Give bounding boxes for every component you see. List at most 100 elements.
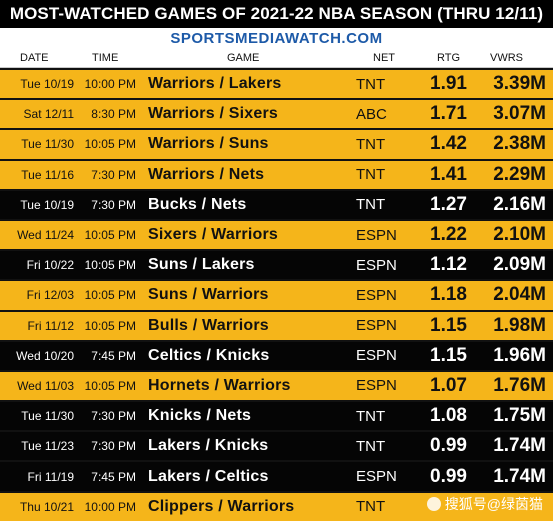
cell-net: ESPN [356,347,397,365]
cell-rtg: 1.27 [430,193,467,215]
page-title: MOST-WATCHED GAMES OF 2021-22 NBA SEASON… [0,0,553,28]
table-row: Wed 10/20 7:45 PM Celtics / Knicks ESPN 1.15… [0,339,553,370]
paw-icon [426,497,441,511]
table-row: Fri 11/19 7:45 PM Lakers / Celtics ESPN 0.99… [0,460,553,491]
cell-net: ESPN [356,377,397,395]
cell-net: TNT [356,166,386,184]
cell-time: 10:05 PM [84,258,136,273]
cell-net: ESPN [356,317,397,335]
cell-game: Bucks / Nets [148,195,247,213]
cell-rtg: 1.08 [430,405,467,427]
table-row: Wed 11/24 10:05 PM Sixers / Warriors ESPN 1.… [0,218,553,250]
cell-vwrs: 1.98M [493,314,546,336]
cell-time: 7:30 PM [91,197,136,212]
cell-game: Lakers / Celtics [148,467,269,485]
cell-game: Suns / Lakers [148,256,255,274]
cell-vwrs: 3.39M [493,73,546,95]
table-row: Wed 11/03 10:05 PM Hornets / Warriors ESPN 1… [0,369,553,401]
cell-net: ESPN [356,226,397,244]
cell-game: Lakers / Knicks [148,437,269,455]
cell-date: Wed 11/03 [17,378,74,393]
cell-net: TNT [356,437,386,455]
cell-rtg: 1.12 [430,254,467,276]
cell-vwrs: 1.74M [493,465,546,487]
cell-time: 7:30 PM [91,167,136,182]
cell-net: ESPN [356,286,397,304]
cell-vwrs: 1.76M [493,374,546,396]
cell-rtg: 1.15 [430,314,467,336]
cell-date: Tue 10/19 [20,197,74,212]
header-date: DATE [20,52,49,64]
cell-time: 10:05 PM [84,137,136,152]
table-row: Fri 11/12 10:05 PM Bulls / Warriors ESPN 1.1… [0,309,553,340]
table-row: Tue 10/19 10:00 PM Warriors / Lakers TNT 1.9… [0,68,553,99]
cell-time: 7:30 PM [91,439,136,454]
table-body: Tue 10/19 10:00 PM Warriors / Lakers TNT 1.9… [0,68,553,521]
cell-rtg: 1.41 [430,163,467,185]
cell-net: TNT [356,498,386,516]
table-row: Fri 12/03 10:05 PM Suns / Warriors ESPN 1.18… [0,279,553,310]
table-row: Tue 11/30 10:05 PM Warriors / Suns TNT 1.42 2… [0,128,553,159]
cell-vwrs: 2.09M [493,254,546,276]
cell-vwrs: 2.38M [493,133,546,155]
cell-time: 7:45 PM [91,469,136,484]
cell-net: TNT [356,135,386,153]
cell-rtg: 1.42 [430,133,467,155]
header-game: GAME [227,52,260,64]
cell-date: Sat 12/11 [23,107,74,122]
cell-vwrs: 1.74M [493,435,546,457]
source-label: SPORTSMEDIAWATCH.COM [0,28,553,50]
cell-time: 7:45 PM [91,348,136,363]
cell-vwrs: 2.16M [493,193,546,215]
cell-net: ESPN [356,256,397,274]
table-row: Tue 11/16 7:30 PM Warriors / Nets TNT 1.41 2.… [0,158,553,189]
table-row: Tue 10/19 7:30 PM Bucks / Nets TNT 1.27 2.16M [0,188,553,219]
cell-net: ESPN [356,468,397,486]
watermark: 搜狐号@绿茵猫 [426,494,543,514]
cell-date: Tue 11/30 [21,137,74,152]
cell-net: ABC [356,105,387,123]
cell-date: Fri 12/03 [26,288,74,303]
cell-date: Wed 10/20 [16,348,74,363]
cell-rtg: 1.91 [430,73,467,95]
table-row: Fri 10/22 10:05 PM Suns / Lakers ESPN 1.12 2.… [0,249,553,280]
header-vwrs: VWRS [490,52,523,64]
cell-net: TNT [356,196,386,214]
cell-date: Tue 11/16 [21,167,74,182]
cell-rtg: 0.99 [430,465,467,487]
cell-vwrs: 1.75M [493,405,546,427]
cell-time: 10:05 PM [84,378,136,393]
cell-net: TNT [356,75,386,93]
cell-date: Thu 10/21 [19,499,74,514]
cell-game: Hornets / Warriors [148,376,291,394]
table-row: Tue 11/30 7:30 PM Knicks / Nets TNT 1.08 1.75… [0,400,553,431]
cell-rtg: 1.07 [430,374,467,396]
cell-date: Fri 11/12 [27,318,74,333]
cell-time: 10:05 PM [84,228,136,243]
cell-date: Fri 11/19 [27,469,74,484]
watermark-text: 搜狐号@绿茵猫 [444,496,543,512]
cell-time: 10:05 PM [84,318,136,333]
cell-date: Wed 11/24 [17,228,74,243]
header-net: NET [373,52,395,64]
cell-vwrs: 1.96M [493,344,546,366]
cell-vwrs: 2.04M [493,284,546,306]
cell-game: Warriors / Nets [148,165,265,183]
cell-game: Warriors / Sixers [148,105,278,123]
cell-date: Fri 10/22 [26,258,74,273]
cell-time: 7:30 PM [91,409,136,424]
cell-time: 10:00 PM [84,499,136,514]
cell-rtg: 1.22 [430,224,467,246]
cell-game: Warriors / Lakers [148,75,282,93]
cell-vwrs: 2.10M [493,224,546,246]
cell-game: Sixers / Warriors [148,226,278,244]
cell-game: Clippers / Warriors [148,497,295,515]
cell-vwrs: 3.07M [493,103,546,125]
cell-rtg: 1.15 [430,344,467,366]
cell-date: Tue 11/23 [21,439,74,454]
cell-rtg: 1.71 [430,103,467,125]
cell-rtg: 1.18 [430,284,467,306]
cell-game: Suns / Warriors [148,286,269,304]
cell-vwrs: 2.29M [493,163,546,185]
